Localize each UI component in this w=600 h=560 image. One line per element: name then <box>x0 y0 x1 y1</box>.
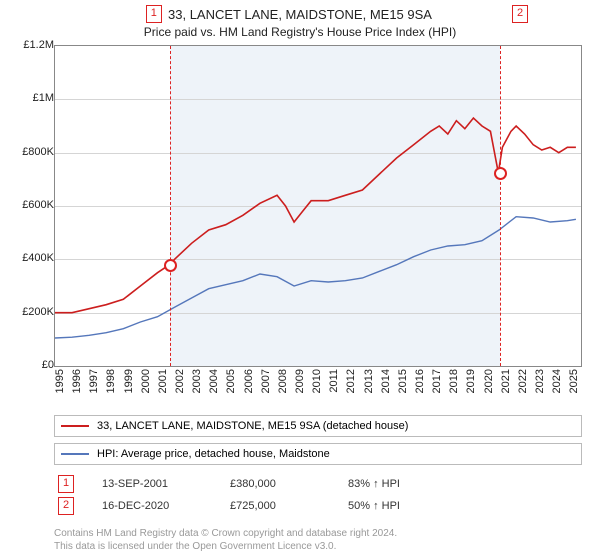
x-tick-label: 1997 <box>88 369 100 393</box>
x-tick-label: 2021 <box>500 369 512 393</box>
y-tick-label: £800K <box>14 146 54 158</box>
chart-title: 33, LANCET LANE, MAIDSTONE, ME15 9SA <box>10 8 590 23</box>
transaction-date: 16-DEC-2020 <box>102 500 202 512</box>
transaction-price: £725,000 <box>230 500 320 512</box>
transaction-id-icon: 2 <box>58 497 74 515</box>
y-tick-label: £0 <box>14 359 54 371</box>
x-tick-label: 2017 <box>431 369 443 393</box>
x-tick-label: 2008 <box>277 369 289 393</box>
transaction-marker-label: 1 <box>146 5 162 23</box>
x-tick-label: 2022 <box>517 369 529 393</box>
x-tick-label: 2006 <box>243 369 255 393</box>
legend: 33, LANCET LANE, MAIDSTONE, ME15 9SA (de… <box>10 415 590 465</box>
x-tick-label: 2016 <box>414 369 426 393</box>
x-tick-label: 2004 <box>208 369 220 393</box>
x-tick-label: 2007 <box>260 369 272 393</box>
legend-item: 33, LANCET LANE, MAIDSTONE, ME15 9SA (de… <box>54 415 582 437</box>
transaction-marker-label: 2 <box>512 5 528 23</box>
x-tick-label: 2015 <box>397 369 409 393</box>
chart-subtitle: Price paid vs. HM Land Registry's House … <box>10 25 590 39</box>
x-tick-label: 2001 <box>157 369 169 393</box>
y-tick-label: £200K <box>14 306 54 318</box>
footer-line: Contains HM Land Registry data © Crown c… <box>54 527 582 540</box>
y-tick-label: £400K <box>14 252 54 264</box>
transaction-delta: 83% ↑ HPI <box>348 478 400 490</box>
series-line <box>55 118 576 313</box>
vline-dashed <box>500 46 501 366</box>
transaction-marker-icon <box>494 167 507 180</box>
x-tick-label: 2002 <box>174 369 186 393</box>
x-tick-label: 2014 <box>380 369 392 393</box>
transaction-date: 13-SEP-2001 <box>102 478 202 490</box>
transaction-price: £380,000 <box>230 478 320 490</box>
x-axis-labels: 1995 1996 1997 1998 1999 2000 2001 2002 2003 2004… <box>54 367 582 409</box>
footer-line: This data is licensed under the Open Gov… <box>54 540 582 553</box>
x-tick-label: 2005 <box>225 369 237 393</box>
x-tick-label: 1999 <box>123 369 135 393</box>
x-tick-label: 2024 <box>551 369 563 393</box>
x-tick-label: 2003 <box>191 369 203 393</box>
legend-label: 33, LANCET LANE, MAIDSTONE, ME15 9SA (de… <box>97 420 408 432</box>
x-tick-label: 2018 <box>448 369 460 393</box>
chart-container: 33, LANCET LANE, MAIDSTONE, ME15 9SA Pri… <box>0 0 600 560</box>
footer-attribution: Contains HM Land Registry data © Crown c… <box>54 527 582 553</box>
legend-swatch-icon <box>61 453 89 455</box>
vline-dashed <box>170 46 171 366</box>
x-tick-label: 1996 <box>71 369 83 393</box>
x-tick-label: 1995 <box>54 369 66 393</box>
y-tick-label: £1M <box>14 92 54 104</box>
legend-label: HPI: Average price, detached house, Maid… <box>97 448 330 460</box>
legend-swatch-icon <box>61 425 89 427</box>
plot-area: 12 <box>54 45 582 367</box>
x-tick-label: 1998 <box>105 369 117 393</box>
x-tick-label: 2009 <box>294 369 306 393</box>
series-line <box>55 217 576 338</box>
x-tick-label: 2020 <box>483 369 495 393</box>
x-tick-label: 2013 <box>363 369 375 393</box>
x-tick-label: 2012 <box>345 369 357 393</box>
transaction-id-icon: 1 <box>58 475 74 493</box>
x-tick-label: 2025 <box>568 369 580 393</box>
y-tick-label: £600K <box>14 199 54 211</box>
x-tick-label: 2019 <box>465 369 477 393</box>
transaction-row: 2 16-DEC-2020 £725,000 50% ↑ HPI <box>54 495 582 517</box>
x-tick-label: 2000 <box>140 369 152 393</box>
transaction-delta: 50% ↑ HPI <box>348 500 400 512</box>
legend-item: HPI: Average price, detached house, Maid… <box>54 443 582 465</box>
x-tick-label: 2023 <box>534 369 546 393</box>
transaction-marker-icon <box>164 259 177 272</box>
x-tick-label: 2011 <box>328 369 340 393</box>
line-series <box>55 46 581 366</box>
y-tick-label: £1.2M <box>14 39 54 51</box>
transaction-row: 1 13-SEP-2001 £380,000 83% ↑ HPI <box>54 473 582 495</box>
x-tick-label: 2010 <box>311 369 323 393</box>
transactions-table: 1 13-SEP-2001 £380,000 83% ↑ HPI 2 16-DEC-202… <box>54 473 582 517</box>
